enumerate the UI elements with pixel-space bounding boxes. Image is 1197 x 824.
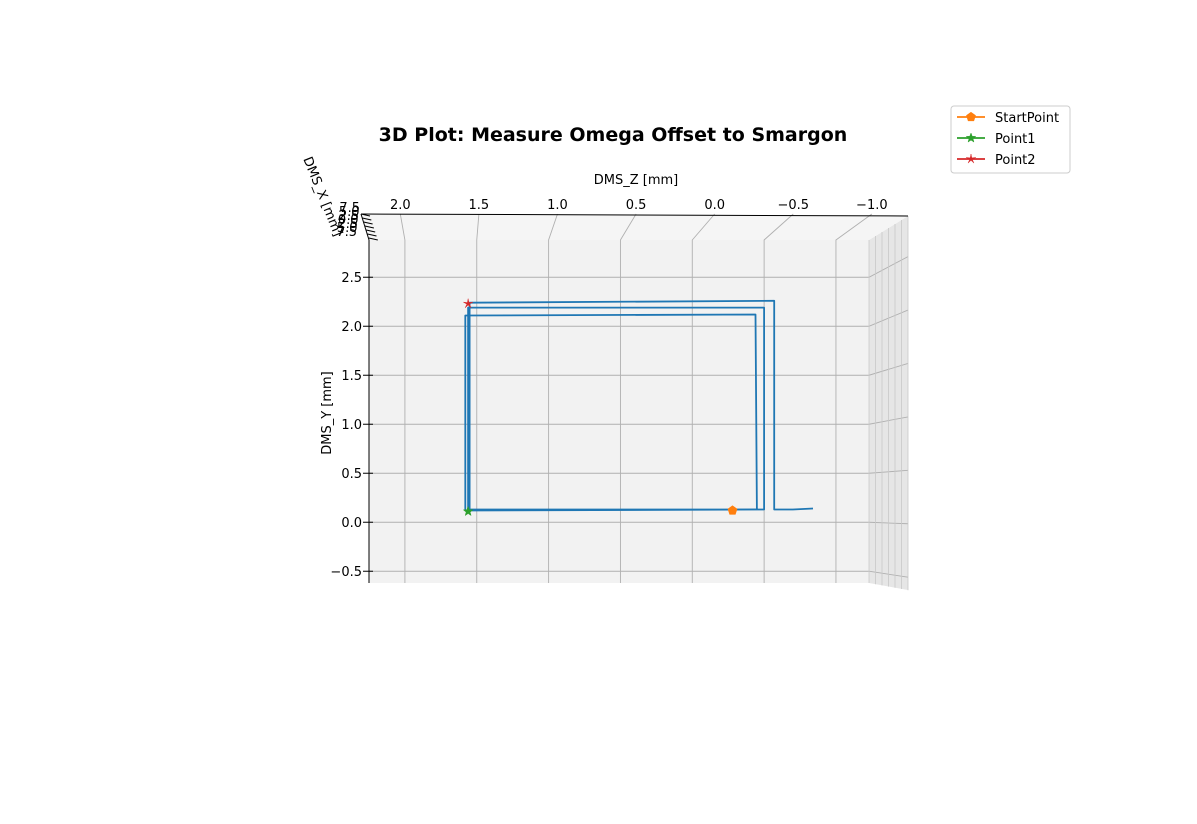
z-tick-mark <box>362 217 372 221</box>
legend-frame <box>950 105 1071 174</box>
marker-point1 <box>462 505 474 517</box>
x-tick-label: −1.0 <box>856 198 888 213</box>
x-tick-label: 1.5 <box>469 198 490 213</box>
x-grid-line <box>835 213 873 583</box>
axes <box>360 213 909 583</box>
y-tick-label: 2.0 <box>341 320 362 335</box>
z-tick-label: 5.0 <box>339 205 360 220</box>
grid-lines <box>369 213 909 591</box>
y-tick-label: 0.0 <box>341 516 362 531</box>
x-tick-label: 1.0 <box>547 198 568 213</box>
z-tick-mark <box>364 225 375 229</box>
z-tick-mark <box>366 229 376 233</box>
x-grid-line <box>399 213 406 583</box>
x-axis-line <box>360 213 909 217</box>
y-tick-label: 1.0 <box>341 418 362 433</box>
y-tick-label: 0.5 <box>341 467 362 482</box>
x-tick-label: 0.5 <box>626 198 647 213</box>
z-tick-label: 2.5 <box>337 217 358 232</box>
tick-labels: 2.0 1.5 1.0 0.5 0.0 −0.5 −1.0 −0.5 0.0 0.5 1.0 1.5 2… <box>330 198 887 580</box>
z-tick-label: 7.5 <box>339 201 360 216</box>
z-tick-mark <box>363 221 373 225</box>
z-axis-line <box>360 213 370 241</box>
z-tick-label: 7.5 <box>336 225 357 240</box>
legend-label-startpoint: StartPoint <box>995 111 1059 126</box>
chart-title: 3D Plot: Measure Omega Offset to Smargon <box>379 124 848 146</box>
x-grid-line <box>691 213 716 583</box>
y-tick-label: −0.5 <box>330 565 362 580</box>
legend-marker-point2 <box>966 153 976 164</box>
y-tick-label: 1.5 <box>341 369 362 384</box>
back-pane <box>369 240 869 583</box>
x-tick-label: −0.5 <box>777 198 809 213</box>
x-grid-line <box>619 213 637 583</box>
marker-startpoint <box>727 505 738 515</box>
marker-point2 <box>463 298 474 308</box>
legend-label-point1: Point1 <box>995 132 1036 147</box>
y-axis-label: DMS_Y [mm] <box>320 371 335 455</box>
z-tick-label: 0.0 <box>338 213 359 228</box>
x-grid-line <box>548 213 558 583</box>
z-tick-label: 5.0 <box>337 221 358 236</box>
z-axis-label: DMS_X [mm] <box>299 155 345 239</box>
trajectory-line <box>464 299 814 512</box>
x-tick-label: 0.0 <box>704 198 725 213</box>
data-series <box>462 298 814 517</box>
legend-label-point2: Point2 <box>995 153 1036 168</box>
x-axis-label: DMS_Z [mm] <box>594 173 679 188</box>
y-tick-label: 2.5 <box>341 271 362 286</box>
legend-marker-startpoint <box>966 111 976 122</box>
x-tick-label: 2.0 <box>390 198 411 213</box>
top-pane <box>361 214 908 240</box>
z-tick-mark <box>368 237 378 241</box>
legend: StartPoint Point1 Point2 <box>950 105 1071 174</box>
z-tick-label: 2.5 <box>338 209 359 224</box>
x-grid-line <box>476 213 480 583</box>
z-tick-mark <box>367 233 377 237</box>
legend-marker-point1 <box>965 132 977 143</box>
